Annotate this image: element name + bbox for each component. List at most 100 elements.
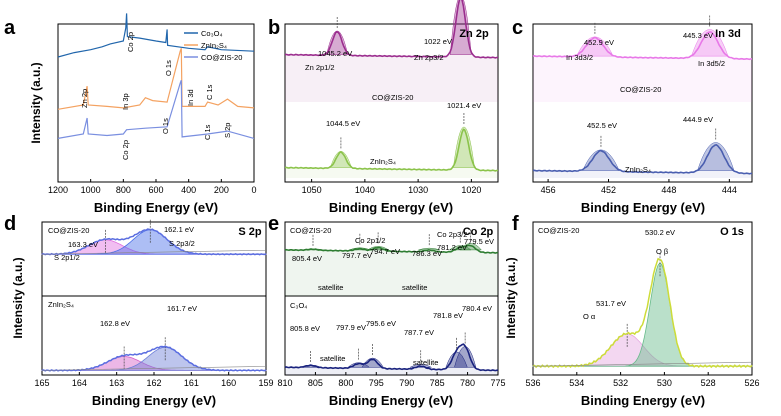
- panel-a-ticks: 1200 1000 800 600 400 200 0: [48, 179, 257, 195]
- panel-a: a 1200 1000 800 600 400 200 0 Binding Energy (…: [4, 13, 257, 215]
- baseline-f-0: [532, 361, 753, 367]
- baseline-d-1: [41, 366, 267, 371]
- x-tick-label-f-5: 526: [744, 378, 759, 388]
- series-label-d-cozis: CO@ZIS-20: [48, 226, 89, 235]
- annot-e-781.2: 781.2 eV: [437, 243, 467, 252]
- annot-a-co2p: Co 2p: [126, 32, 135, 52]
- annot-e-794.7: 794.7 eV: [370, 247, 400, 256]
- x-tick-label-d-4: 161: [184, 378, 199, 388]
- panel-f-xlabel: Binding Energy (eV): [581, 393, 705, 408]
- annot-e-797.7: 797.7 eV: [342, 251, 372, 260]
- annot-f-531.7: 531.7 eV: [596, 299, 626, 308]
- x-tick-label-c-2: 448: [661, 185, 676, 195]
- panel-a-ylabel: Intensity (a.u.): [29, 62, 43, 143]
- annot-e-satellite-3: satellite: [320, 354, 345, 363]
- panel-f-frame: [532, 221, 753, 376]
- annot-e-satellite-2: satellite: [402, 283, 427, 292]
- x-tick-label-e-0: 810: [277, 378, 292, 388]
- panel-f-title: O 1s: [720, 226, 744, 238]
- annot-d-s2p12: S 2p1/2: [54, 253, 80, 262]
- annot-b-1044.5: 1044.5 eV: [326, 119, 360, 128]
- peak-fill-e-1-5: [454, 346, 477, 368]
- annot-a-o1s: O 1s: [164, 60, 173, 76]
- x-tick-label-d-3: 162: [146, 378, 161, 388]
- series-fill-e-0: [285, 245, 498, 296]
- panel-f-ticks: 536 534 532 530 528 526: [525, 372, 760, 388]
- annot-d-s2p32: S 2p3/2: [169, 239, 195, 248]
- x-tick-label-d-1: 164: [72, 378, 87, 388]
- panel-e-ticks: 810 805 800 795 790 785 780 775: [277, 372, 506, 388]
- annot-e-780.4: 780.4 eV: [462, 304, 492, 313]
- annot-a-c1s: C 1s: [205, 84, 214, 100]
- peak-fill-e-0-0: [302, 248, 324, 251]
- annot-b-1021.4: 1021.4 eV: [447, 101, 481, 110]
- panel-e-plot: [284, 229, 499, 375]
- annot-d-162.1: 162.1 eV: [164, 225, 194, 234]
- x-tick-label-a-0: 1200: [48, 185, 68, 195]
- series-line-b-1: [284, 128, 499, 172]
- panel-a-xlabel: Binding Energy (eV): [94, 200, 218, 215]
- annot-c-452.5: 452.5 eV: [587, 121, 617, 130]
- panel-d-xlabel: Binding Energy (eV): [92, 393, 216, 408]
- panel-d-plot: [41, 219, 267, 372]
- series-line-c-0: [532, 31, 753, 61]
- x-tick-label-e-2: 800: [338, 378, 353, 388]
- panel-c-frame: [532, 23, 753, 183]
- series-label-e-c3o4: C₃O₄: [290, 301, 307, 310]
- annot-e-co2p32: Co 2p3/2: [437, 230, 467, 239]
- peak-fill-e-1-0: [299, 364, 322, 368]
- panel-a-plot: [57, 13, 255, 139]
- series-label-b-cozis: CO@ZIS-20: [372, 93, 413, 102]
- series-line-a-1: [57, 48, 255, 110]
- panel-label-c: c: [512, 17, 523, 39]
- x-tick-label-e-6: 780: [460, 378, 475, 388]
- panel-b-frame: [284, 23, 499, 183]
- peak-fill-b-0-1: [449, 0, 472, 55]
- series-fill-c-0: [533, 31, 752, 102]
- annot-a-o1s-zis: O 1s: [161, 118, 170, 134]
- panel-f-plot: [532, 253, 753, 369]
- x-tick-label-a-3: 600: [148, 185, 163, 195]
- panel-c-ticks: 456 452 448 444: [541, 179, 737, 195]
- annot-e-805.8: 805.8 eV: [290, 324, 320, 333]
- panel-label-e: e: [268, 213, 279, 235]
- x-tick-label-a-2: 800: [116, 185, 131, 195]
- panel-d: d 165 164 163 162 161 160 159 S 2p Binding Ene…: [4, 213, 274, 408]
- panel-b-title: Zn 2p: [459, 28, 489, 40]
- panel-f-ylabel: Intensity (a.u.): [504, 257, 518, 338]
- annot-d-161.7: 161.7 eV: [167, 304, 197, 313]
- x-tick-label-f-0: 536: [525, 378, 540, 388]
- annot-b-1045.2: 1045.2 eV: [318, 49, 352, 58]
- x-tick-label-b-0: 1050: [302, 185, 322, 195]
- peak-fill-b-1-1: [453, 127, 475, 168]
- panel-d-ticks: 165 164 163 162 161 160 159: [34, 372, 274, 388]
- x-tick-label-e-7: 775: [490, 378, 505, 388]
- panel-c-plot: [532, 15, 753, 178]
- series-fill-b-1: [285, 129, 498, 178]
- x-tick-label-d-2: 163: [109, 378, 124, 388]
- legend-cozis: CO@ZIS-20: [201, 53, 242, 62]
- panel-label-f: f: [512, 213, 519, 235]
- annot-a-in3p: In 3p: [121, 93, 130, 110]
- series-fill-b-0: [285, 0, 498, 102]
- annot-e-satellite-1: satellite: [318, 283, 343, 292]
- peak-fill-e-1-2: [361, 357, 384, 368]
- series-line-d-0: [41, 228, 267, 256]
- annot-e-805.4: 805.4 eV: [292, 254, 322, 263]
- x-tick-label-b-1: 1040: [355, 185, 375, 195]
- peak-fill-c-0-0: [576, 36, 614, 57]
- x-tick-label-f-1: 534: [569, 378, 584, 388]
- x-tick-label-f-2: 532: [613, 378, 628, 388]
- panel-c: c 456 452 448 444 In 3d Binding Energy (eV)…: [512, 15, 753, 215]
- peak-fill-e-0-2: [366, 246, 390, 251]
- annot-c-444.9: 444.9 eV: [683, 115, 713, 124]
- annot-e-787.7: 787.7 eV: [404, 328, 434, 337]
- series-label-d-zis: ZnIn₂S₄: [48, 300, 74, 309]
- panel-e: e 810 805 800 795 790 785 780 775 Co 2p Binding…: [268, 213, 506, 408]
- annot-e-co2p12: Co 2p1/2: [355, 236, 385, 245]
- series-fill-e-1: [285, 344, 498, 375]
- x-tick-label-b-2: 1030: [408, 185, 428, 195]
- peak-fill-c-1-0: [582, 149, 620, 171]
- annot-a-co2p-cozis: Co 2p: [121, 140, 130, 160]
